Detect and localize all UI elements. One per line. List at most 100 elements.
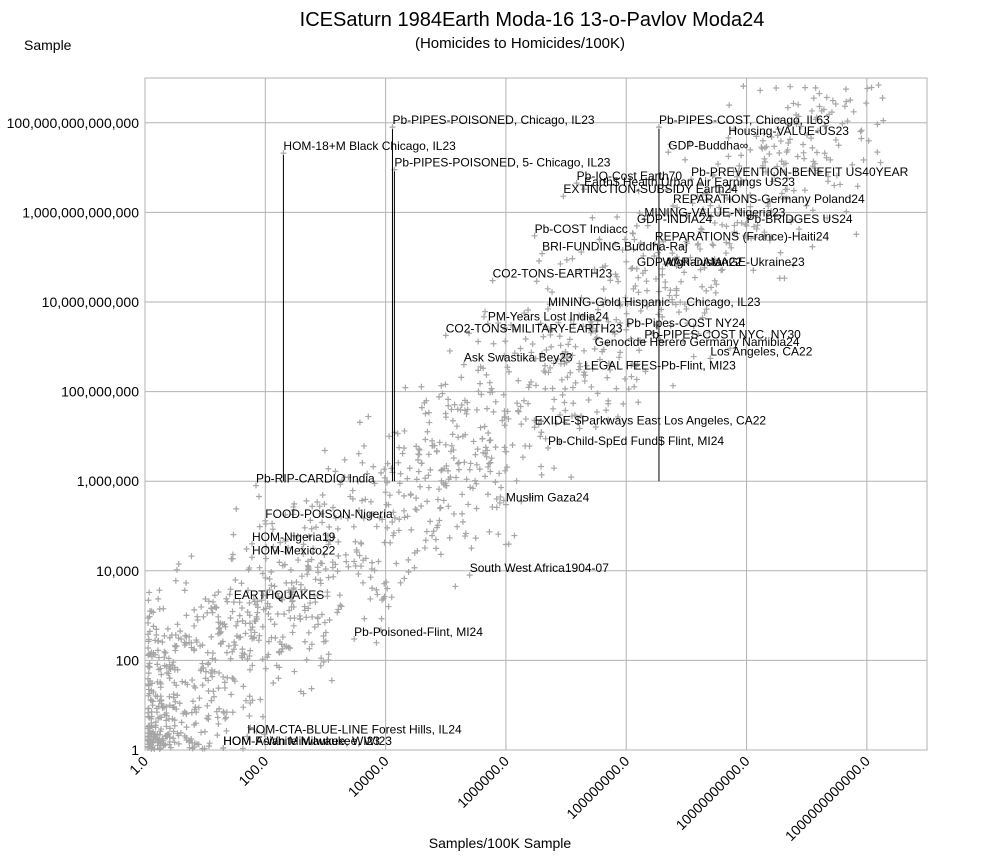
data-point <box>617 301 624 308</box>
data-point <box>183 612 190 619</box>
labeled-point-marker <box>623 326 630 333</box>
data-point <box>857 128 864 135</box>
data-point <box>512 326 519 333</box>
data-point <box>467 460 474 467</box>
data-point <box>501 408 508 415</box>
point-label: PM-Years Lost India24 <box>488 310 609 324</box>
data-point <box>731 222 738 229</box>
data-point <box>865 137 872 144</box>
data-point <box>172 698 179 705</box>
data-point <box>412 506 419 513</box>
data-point <box>473 480 480 487</box>
data-point <box>540 333 547 340</box>
labeled-point-marker <box>244 733 251 740</box>
data-point <box>232 642 239 649</box>
data-point <box>544 285 551 292</box>
data-point <box>401 445 408 452</box>
data-point <box>569 255 576 262</box>
data-point <box>554 356 561 363</box>
data-point <box>417 483 424 490</box>
data-point <box>295 557 302 564</box>
data-point <box>145 686 152 693</box>
data-point <box>367 574 374 581</box>
data-point <box>864 85 871 92</box>
data-point <box>823 94 830 101</box>
data-point <box>301 638 308 645</box>
data-point <box>490 340 497 347</box>
data-point <box>189 745 196 752</box>
data-point <box>202 675 209 682</box>
data-point <box>312 599 319 606</box>
data-point <box>205 716 212 723</box>
data-point <box>542 323 549 330</box>
data-point <box>279 562 286 569</box>
data-point <box>349 487 356 494</box>
data-point <box>309 503 316 510</box>
point-label: REPARATIONS (France)-Haiti24 <box>655 230 830 244</box>
data-point <box>474 446 481 453</box>
data-point <box>562 348 569 355</box>
data-point <box>259 570 266 577</box>
data-point <box>613 385 620 392</box>
data-point <box>455 466 462 473</box>
data-point <box>486 460 493 467</box>
data-point <box>377 626 384 633</box>
data-point <box>383 501 390 508</box>
data-point <box>298 573 305 580</box>
data-point <box>301 586 308 593</box>
data-point <box>335 552 342 559</box>
data-point <box>220 708 227 715</box>
data-point <box>205 598 212 605</box>
data-point <box>694 193 701 200</box>
data-point <box>759 145 766 152</box>
point-label: Pb-PIPES-POISONED, Chicago, IL23 <box>392 113 594 127</box>
data-point <box>823 154 830 161</box>
data-point <box>725 153 732 160</box>
data-point <box>418 460 425 467</box>
point-label: EXIDE-$Parkways East Los Angeles, CA22 <box>535 413 767 427</box>
data-point <box>371 567 378 574</box>
data-point <box>190 698 197 705</box>
data-point <box>578 294 585 301</box>
data-point <box>604 340 611 347</box>
data-point <box>793 118 800 125</box>
data-point <box>440 481 447 488</box>
data-points <box>145 82 887 752</box>
data-point <box>211 693 218 700</box>
data-point <box>422 475 429 482</box>
data-point <box>145 705 152 712</box>
data-point <box>344 515 351 522</box>
data-point <box>782 160 789 167</box>
data-point <box>468 545 475 552</box>
data-point <box>550 405 557 412</box>
data-point <box>768 233 775 240</box>
point-label: MINING-VALUE-Nigeria23 <box>644 205 785 219</box>
point-label: HOM-CTA-BLUE-LINE Forest Hills, IL24 <box>247 723 462 737</box>
data-point <box>157 693 164 700</box>
data-point <box>216 705 223 712</box>
data-point <box>453 423 460 430</box>
data-point <box>588 383 595 390</box>
data-point <box>205 687 212 694</box>
data-point <box>458 374 465 381</box>
data-point <box>629 360 636 367</box>
data-point <box>215 589 222 596</box>
x-tick-label: 1000000000000.0 <box>782 753 873 844</box>
data-point <box>605 416 612 423</box>
data-point <box>612 240 619 247</box>
data-point <box>170 691 177 698</box>
data-point <box>227 614 234 621</box>
data-point <box>148 649 155 656</box>
data-point <box>492 479 499 486</box>
data-point <box>279 596 286 603</box>
data-point <box>777 138 784 145</box>
data-point <box>673 262 680 269</box>
data-point <box>690 323 697 330</box>
data-point <box>154 709 161 716</box>
data-point <box>701 309 708 316</box>
point-label: HOM-Nigeria19 <box>252 530 336 544</box>
data-point <box>170 728 177 735</box>
data-point <box>290 584 297 591</box>
data-point <box>697 266 704 273</box>
data-point <box>631 383 638 390</box>
